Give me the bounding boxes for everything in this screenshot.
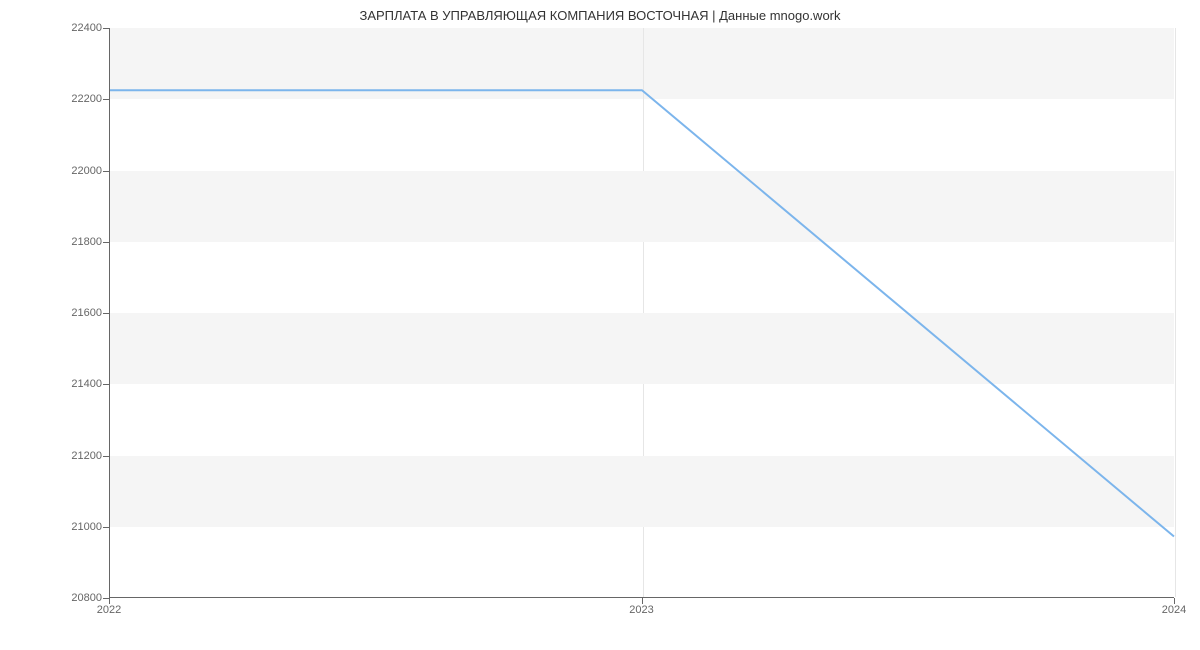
y-tick-label: 21200	[54, 450, 102, 462]
line-series-salary	[110, 90, 1174, 536]
x-tick-mark	[109, 598, 110, 604]
x-tick-label: 2022	[97, 604, 121, 616]
vertical-gridline	[1175, 28, 1176, 597]
y-tick-mark	[103, 28, 109, 29]
y-tick-label: 21800	[54, 236, 102, 248]
x-tick-mark	[642, 598, 643, 604]
x-tick-label: 2023	[629, 604, 653, 616]
y-tick-label: 21000	[54, 521, 102, 533]
y-tick-mark	[103, 456, 109, 457]
y-tick-mark	[103, 313, 109, 314]
chart-title: ЗАРПЛАТА В УПРАВЛЯЮЩАЯ КОМПАНИЯ ВОСТОЧНА…	[0, 8, 1200, 23]
y-tick-mark	[103, 384, 109, 385]
y-tick-mark	[103, 99, 109, 100]
line-series-layer	[110, 28, 1174, 597]
y-tick-label: 22000	[54, 165, 102, 177]
x-tick-mark	[1174, 598, 1175, 604]
y-tick-label: 20800	[54, 592, 102, 604]
y-tick-label: 22400	[54, 22, 102, 34]
x-tick-label: 2024	[1162, 604, 1186, 616]
y-tick-mark	[103, 527, 109, 528]
y-tick-mark	[103, 242, 109, 243]
y-tick-label: 21600	[54, 307, 102, 319]
chart-container: ЗАРПЛАТА В УПРАВЛЯЮЩАЯ КОМПАНИЯ ВОСТОЧНА…	[0, 0, 1200, 650]
y-tick-label: 22200	[54, 93, 102, 105]
y-tick-mark	[103, 171, 109, 172]
y-tick-label: 21400	[54, 378, 102, 390]
plot-area	[109, 28, 1174, 598]
